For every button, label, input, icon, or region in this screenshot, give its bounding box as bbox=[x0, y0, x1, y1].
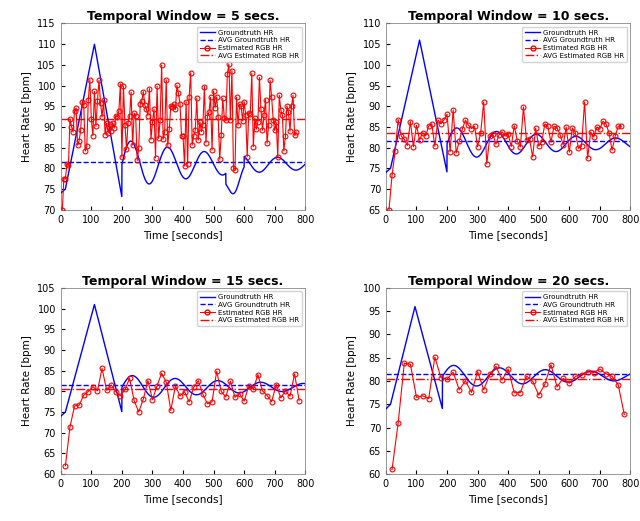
X-axis label: Time [seconds]: Time [seconds] bbox=[468, 230, 548, 240]
Legend: Groundtruth HR, AVG Groundtruth HR, Estimated RGB HR, AVG Estimated RGB HR: Groundtruth HR, AVG Groundtruth HR, Esti… bbox=[522, 291, 627, 326]
Legend: Groundtruth HR, AVG Groundtruth HR, Estimated RGB HR, AVG Estimated RGB HR: Groundtruth HR, AVG Groundtruth HR, Esti… bbox=[522, 27, 627, 61]
Legend: Groundtruth HR, AVG Groundtruth HR, Estimated RGB HR, AVG Estimated RGB HR: Groundtruth HR, AVG Groundtruth HR, Esti… bbox=[197, 291, 302, 326]
Title: Temporal Window = 20 secs.: Temporal Window = 20 secs. bbox=[408, 275, 609, 288]
Title: Temporal Window = 10 secs.: Temporal Window = 10 secs. bbox=[408, 10, 609, 23]
Y-axis label: Heart Rate [bpm]: Heart Rate [bpm] bbox=[22, 336, 32, 426]
X-axis label: Time [seconds]: Time [seconds] bbox=[143, 494, 223, 504]
Title: Temporal Window = 15 secs.: Temporal Window = 15 secs. bbox=[83, 275, 284, 288]
X-axis label: Time [seconds]: Time [seconds] bbox=[143, 230, 223, 240]
Y-axis label: Heart Rate [bpm]: Heart Rate [bpm] bbox=[22, 71, 32, 162]
Legend: Groundtruth HR, AVG Groundtruth HR, Estimated RGB HR, AVG Estimated RGB HR: Groundtruth HR, AVG Groundtruth HR, Esti… bbox=[197, 27, 302, 61]
Y-axis label: Heart Rate [bpm]: Heart Rate [bpm] bbox=[347, 71, 357, 162]
Y-axis label: Heart Rate [bpm]: Heart Rate [bpm] bbox=[347, 336, 357, 426]
X-axis label: Time [seconds]: Time [seconds] bbox=[468, 494, 548, 504]
Title: Temporal Window = 5 secs.: Temporal Window = 5 secs. bbox=[87, 10, 279, 23]
